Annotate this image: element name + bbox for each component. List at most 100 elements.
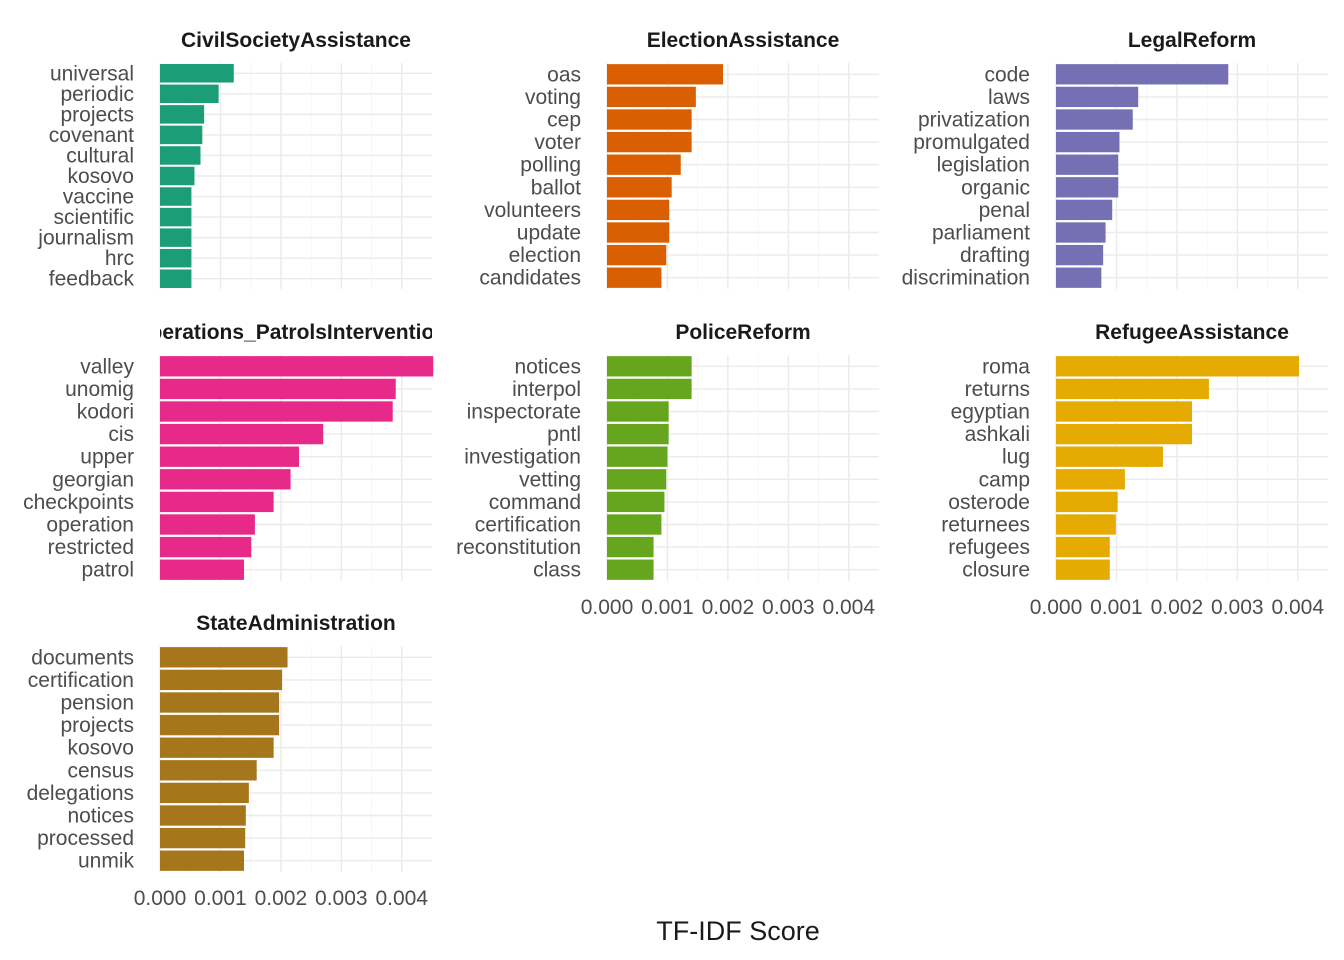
- bar: [160, 446, 300, 467]
- category-label: projects: [60, 103, 134, 126]
- x-tick-label: 0.002: [1151, 596, 1204, 619]
- bar: [160, 491, 274, 513]
- category-label: camp: [979, 468, 1030, 491]
- bar: [1056, 64, 1229, 85]
- category-label: feedback: [49, 268, 135, 291]
- x-tick-label: 0.003: [315, 887, 368, 910]
- bar: [160, 146, 201, 165]
- bar: [607, 64, 724, 85]
- bar: [160, 714, 280, 736]
- category-label: investigation: [464, 446, 581, 469]
- facet-panel: oasvotingcepvoterpollingballotvolunteers…: [479, 29, 879, 290]
- bar: [607, 446, 668, 467]
- bar: [160, 647, 288, 668]
- category-label: volunteers: [484, 199, 581, 222]
- bar: [160, 84, 219, 104]
- bar: [1056, 177, 1119, 198]
- bar: [1056, 154, 1119, 175]
- category-label: egyptian: [951, 401, 1030, 424]
- bar: [607, 423, 669, 445]
- facet-panel: universalperiodicprojectscovenantcultura…: [37, 29, 432, 291]
- category-label: returnees: [941, 514, 1030, 537]
- x-tick-label: 0.001: [641, 596, 694, 619]
- bar: [607, 244, 667, 266]
- category-label: lug: [1002, 446, 1030, 469]
- bar: [160, 669, 283, 691]
- category-label: documents: [31, 646, 134, 669]
- category-label: delegations: [27, 782, 134, 805]
- bar: [160, 248, 192, 268]
- category-label: cis: [108, 423, 134, 446]
- bar: [160, 536, 252, 558]
- bar: [1056, 244, 1104, 266]
- bar: [1056, 109, 1133, 130]
- category-label: osterode: [948, 491, 1030, 514]
- facet-title: PoliceReform: [675, 321, 810, 344]
- facet-panel: romareturnsegyptianashkalilugcamposterod…: [941, 321, 1328, 619]
- x-tick-label: 0.001: [194, 887, 247, 910]
- x-tick-label: 0.001: [1090, 596, 1143, 619]
- category-label: class: [533, 559, 581, 582]
- category-label: interpol: [512, 378, 581, 401]
- x-tick-label: 0.004: [375, 887, 428, 910]
- bar: [160, 401, 393, 422]
- category-label: voting: [525, 86, 581, 109]
- bar: [1056, 356, 1299, 377]
- bar: [160, 423, 324, 445]
- bar: [160, 469, 291, 490]
- category-label: census: [67, 759, 134, 782]
- category-label: returns: [965, 378, 1030, 401]
- category-label: periodic: [60, 83, 134, 106]
- x-axis-title: TF-IDF Score: [656, 916, 820, 946]
- bar: [607, 514, 662, 535]
- bar: [607, 154, 681, 175]
- category-label: unomig: [65, 378, 134, 401]
- bar: [160, 125, 203, 145]
- x-tick-label: 0.000: [1030, 596, 1083, 619]
- category-label: journalism: [37, 227, 134, 250]
- category-label: organic: [961, 176, 1030, 199]
- category-label: drafting: [960, 244, 1030, 267]
- bar: [1056, 199, 1113, 221]
- x-tick-label: 0.000: [581, 596, 634, 619]
- bar: [1056, 267, 1102, 288]
- bar: [160, 805, 246, 826]
- facet-title: CivilSocietyAssistance: [181, 29, 411, 52]
- category-label: pension: [60, 692, 134, 715]
- category-label: unmik: [78, 850, 135, 873]
- bar: [607, 559, 654, 580]
- category-label: kosovo: [67, 165, 134, 188]
- category-label: restricted: [48, 536, 134, 559]
- category-label: valley: [80, 355, 134, 378]
- category-label: update: [517, 222, 581, 245]
- category-label: laws: [988, 86, 1030, 109]
- bar: [160, 559, 245, 580]
- category-label: projects: [60, 714, 134, 737]
- facet-title: ElectionAssistance: [647, 29, 840, 52]
- facet-panel: codelawsprivatizationpromulgatedlegislat…: [902, 29, 1328, 290]
- category-label: operation: [46, 514, 134, 537]
- category-label: inspectorate: [467, 401, 581, 424]
- x-tick-label: 0.003: [762, 596, 815, 619]
- category-label: cep: [547, 109, 581, 132]
- bar: [1056, 222, 1106, 243]
- category-label: cultural: [66, 144, 134, 167]
- category-label: ballot: [531, 176, 581, 199]
- category-label: command: [489, 491, 581, 514]
- bar: [607, 536, 654, 558]
- bar: [160, 737, 274, 758]
- category-label: legislation: [937, 154, 1030, 177]
- bar: [160, 105, 205, 124]
- bar: [607, 491, 665, 513]
- category-label: kosovo: [67, 737, 134, 760]
- category-label: certification: [28, 669, 134, 692]
- bar: [160, 850, 245, 871]
- category-label: notices: [67, 805, 134, 828]
- facet-panel: documentscertificationpensionprojectskos…: [27, 612, 432, 910]
- x-tick-label: 0.000: [134, 887, 187, 910]
- bar: [607, 222, 670, 243]
- category-label: penal: [979, 199, 1030, 222]
- x-tick-label: 0.002: [255, 887, 308, 910]
- category-label: vetting: [519, 468, 581, 491]
